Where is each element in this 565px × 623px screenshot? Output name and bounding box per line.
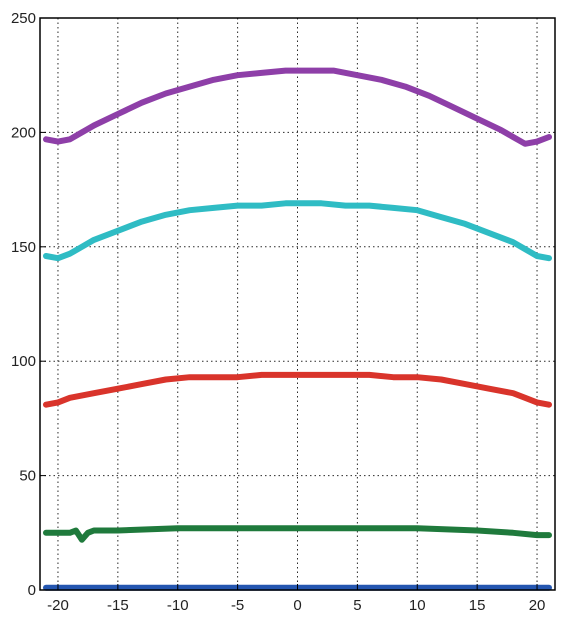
y-tick-label: 100: [11, 353, 36, 370]
y-axis-ticks: 0 50 100 150 200 250: [11, 10, 46, 599]
grid-lines: [40, 18, 555, 590]
y-tick-label: 50: [19, 468, 36, 485]
x-tick-label: 5: [353, 597, 361, 614]
x-tick-label: 10: [409, 597, 426, 614]
series-line-3: [43, 371, 552, 408]
series-line-2: [43, 200, 552, 262]
x-tick-label: 20: [529, 597, 546, 614]
x-tick-label: -5: [231, 597, 244, 614]
x-axis-ticks: -20 -15 -10 -5 0 5 10 15 20: [47, 584, 545, 614]
series-line-4: [43, 525, 552, 543]
series-line-1: [43, 67, 552, 147]
y-tick-label: 150: [11, 239, 36, 256]
y-tick-label: 250: [11, 10, 36, 27]
y-tick-label: 200: [11, 124, 36, 141]
x-tick-label: 0: [293, 597, 301, 614]
x-tick-label: 15: [469, 597, 486, 614]
x-tick-label: -10: [167, 597, 189, 614]
x-tick-label: -20: [47, 597, 69, 614]
y-tick-label: 0: [28, 582, 36, 599]
x-tick-label: -15: [107, 597, 129, 614]
